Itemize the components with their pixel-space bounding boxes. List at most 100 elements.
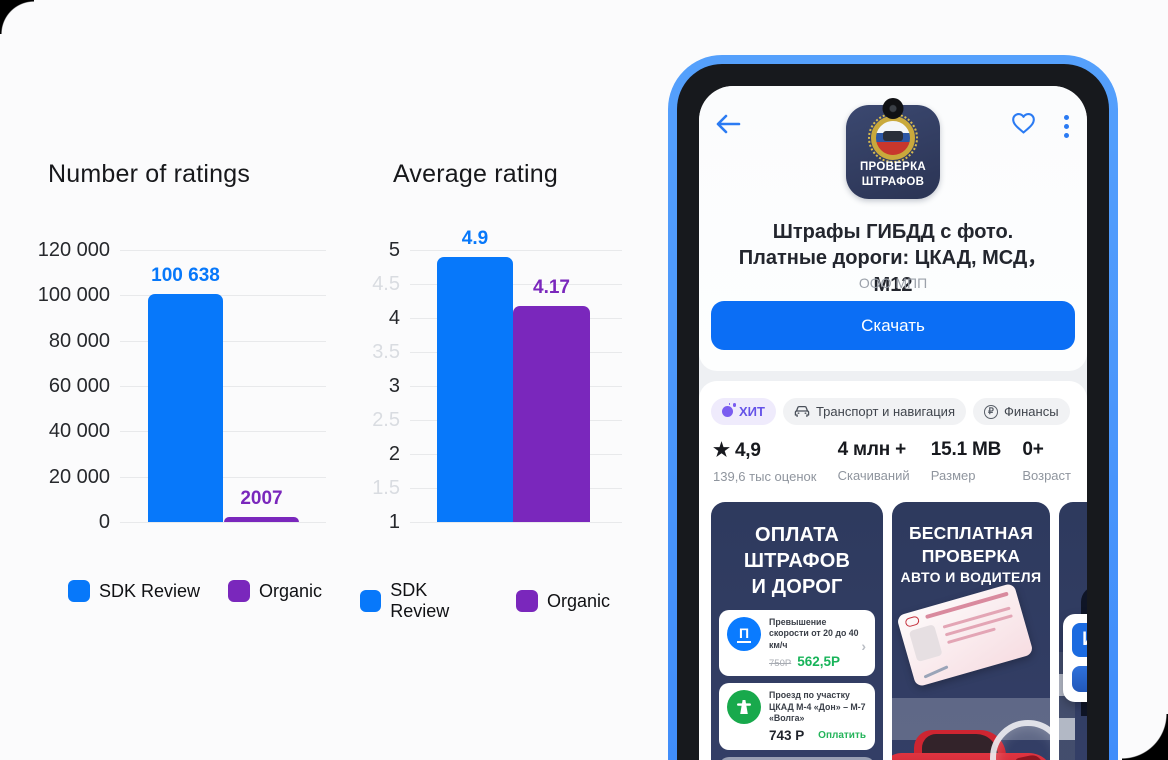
offer-card: И [1063, 614, 1087, 702]
y-tick-label: 4.5 [372, 273, 400, 295]
bar-organic [224, 517, 299, 522]
bar-sdk-review [148, 293, 223, 522]
gridline [410, 250, 622, 251]
badge-transport-navigation[interactable]: Транспорт и навигация [782, 398, 966, 425]
bar-value-label: 2007 [240, 488, 283, 510]
legend-label: SDK Review [98, 580, 200, 601]
bar-organic [513, 306, 590, 522]
car-icon [794, 405, 810, 418]
gridline [410, 284, 622, 285]
legend-label: Organic [259, 580, 323, 601]
sdk-review-swatch [360, 590, 382, 612]
corner-mask-bottom-right [1122, 714, 1168, 760]
phone-header [699, 112, 1087, 140]
bar-value-label: 4.17 [533, 277, 570, 299]
screenshot-pay-fines[interactable]: ОПЛАТА ШТРАФОВ И ДОРОГ П Превышение скор… [711, 502, 883, 760]
chart2-title: Average rating [393, 160, 558, 188]
hit-dot-icon [722, 403, 736, 417]
corner-mask-top-left [0, 0, 34, 34]
chevron-right-icon: › [861, 637, 866, 654]
stat-rating: ★ 4,9 139,6 тыс оценок [713, 440, 817, 484]
app-title: Штрафы ГИБДД с фото. Платные дороги: ЦКА… [738, 221, 1048, 296]
screenshot-free-check[interactable]: БЕСПЛАТНАЯ ПРОВЕРКА АВТО И ВОДИТЕЛЯ [892, 502, 1050, 760]
gridline [120, 522, 326, 523]
app-hero-section: ПРОВЕРКА ШТРАФОВ Штрафы ГИБДД с фото. Пл… [699, 86, 1087, 371]
y-tick-label: 60 000 [48, 375, 110, 397]
fine-item-speeding[interactable]: П Превышение скорости от 20 до 40 км/ч 7… [719, 610, 875, 677]
stat-age: 0+ Возраст [1022, 439, 1071, 483]
drivers-license-graphic [896, 582, 1034, 688]
magnifier-icon [990, 720, 1050, 760]
legend-item-organic: Organic [228, 580, 322, 602]
gridline [120, 386, 326, 387]
organic-swatch [228, 580, 250, 602]
app-publisher: ООО МПП [858, 275, 928, 291]
screenshot-save-money[interactable]: ЭКО НА И [1059, 502, 1087, 760]
legend-item-sdk-review: SDK Review [67, 580, 200, 602]
y-tick-label: 2 [388, 443, 400, 465]
app-icon-text: ПРОВЕРКА ШТРАФОВ [859, 161, 927, 189]
legend-item-organic: Organic [515, 580, 610, 622]
y-tick-label: 4 [388, 307, 400, 329]
chart2-plot-area: 5 4.5 4 3.5 3 2.5 2 1.5 1 4.9 4.17 [372, 228, 622, 533]
chart2-legend: SDK Review Organic [360, 580, 610, 622]
bridge-sign-icon: П [727, 617, 761, 651]
gridline [120, 476, 326, 478]
badge-finance[interactable]: ₽ Финансы [972, 398, 1070, 425]
legend-label: Organic [546, 590, 610, 611]
old-price: 750Р [769, 658, 792, 670]
y-tick-label: 0 [98, 511, 110, 533]
app-icon: ПРОВЕРКА ШТРАФОВ [846, 105, 940, 199]
y-tick-label: 120 000 [37, 239, 110, 261]
bar-value-label: 4.9 [461, 227, 489, 249]
camera-hole [882, 98, 904, 119]
screenshot-title: ОПЛАТА ШТРАФОВ И ДОРОГ [743, 524, 851, 598]
organic-swatch [515, 590, 538, 612]
phone-frame: ПРОВЕРКА ШТРАФОВ Штрафы ГИБДД с фото. Пл… [668, 55, 1118, 760]
heart-icon[interactable] [1011, 112, 1036, 140]
stat-size: 15.1 MB Размер [930, 439, 1002, 483]
app-tile-icon: И [1072, 623, 1087, 657]
download-button-label: Скачать [861, 315, 925, 335]
screenshot-title: ЭКО НА [1065, 522, 1087, 574]
badges-row: ХИТ Транспорт и навигация ₽ Финансы [711, 398, 1087, 425]
chart1-title: Number of ratings [48, 160, 251, 188]
ruble-icon: ₽ [983, 404, 998, 419]
offer-button [1072, 666, 1087, 692]
legend-label: SDK Review [390, 580, 450, 621]
pay-button[interactable]: Оплатить [818, 729, 866, 741]
chart1-legend: SDK Review Organic [40, 580, 350, 602]
star-icon: ★ [713, 440, 730, 461]
bar-value-label: 100 638 [151, 264, 220, 286]
back-arrow-icon[interactable] [715, 114, 741, 139]
y-tick-label: 5 [388, 239, 400, 261]
kebab-menu-icon[interactable] [1062, 113, 1071, 140]
y-tick-label: 1 [388, 511, 400, 533]
download-button[interactable]: Скачать [711, 301, 1075, 350]
y-tick-label: 100 000 [37, 284, 110, 307]
legend-item-sdk-review: SDK Review [360, 580, 488, 622]
y-tick-label: 20 000 [48, 465, 110, 488]
stat-downloads: 4 млн + Скачиваний [837, 439, 910, 483]
stats-row: ★ 4,9 139,6 тыс оценок 4 млн + Скачивани… [711, 439, 1087, 484]
fine-item-toll-road[interactable]: Проезд по участку ЦКАД М-4 «Дон» – М-7 «… [719, 683, 875, 750]
phone-screen: ПРОВЕРКА ШТРАФОВ Штрафы ГИБДД с фото. Пл… [699, 86, 1087, 760]
bar-sdk-review [437, 256, 513, 522]
fine-item-parking[interactable]: Неуплата парковки в городе Москва 5000 Р… [719, 756, 875, 760]
screenshots-row: ОПЛАТА ШТРАФОВ И ДОРОГ П Превышение скор… [711, 502, 1087, 760]
badge-hit[interactable]: ХИТ [711, 398, 776, 425]
y-tick-label: 2.5 [372, 409, 400, 431]
y-tick-label: 40 000 [48, 420, 110, 443]
screenshot-title: БЕСПЛАТНАЯ ПРОВЕРКА АВТО И ВОДИТЕЛЯ [900, 523, 1042, 585]
sdk-review-swatch [67, 580, 90, 602]
chart1-plot-area: 120 000 100 000 80 000 60 000 40 000 20 000 0 1… [38, 239, 326, 533]
gridline [410, 522, 622, 523]
motorway-sign-icon [727, 690, 761, 725]
gridline [120, 340, 326, 342]
gridline [120, 295, 326, 297]
y-tick-label: 3 [388, 375, 400, 397]
y-tick-label: 80 000 [48, 329, 110, 352]
discount-price: 562,5Р [797, 654, 840, 670]
phone-bezel: ПРОВЕРКА ШТРАФОВ Штрафы ГИБДД с фото. Пл… [677, 64, 1109, 760]
red-car-graphic [892, 714, 1050, 760]
